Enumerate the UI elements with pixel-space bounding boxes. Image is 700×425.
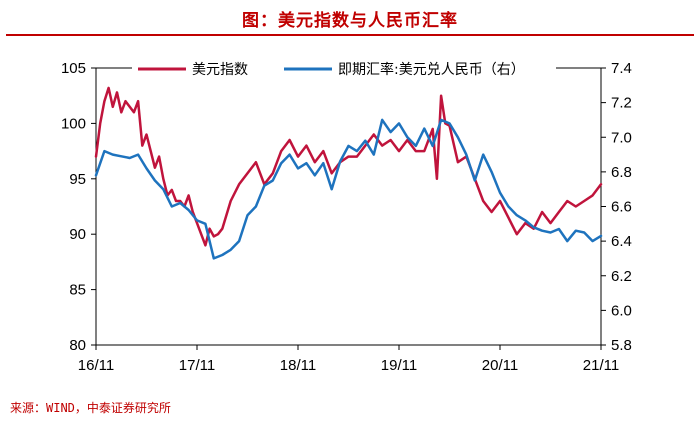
x-tick-label-0: 16/11: [78, 357, 114, 374]
legend-label-dxy: 美元指数: [192, 62, 248, 78]
x-tick-label-3: 19/11: [381, 357, 417, 374]
tick-layer: 80 85 90 95 100 105 5.8 6.0 6.2 6.4 6.6 6.8 7.0 7.2 7.…: [61, 60, 632, 374]
left-tick-label-1: 85: [69, 282, 86, 299]
series-line-dxy: [94, 86, 603, 247]
left-tick-label-3: 95: [69, 171, 86, 188]
line-chart: 80 85 90 95 100 105 5.8 6.0 6.2 6.4 6.6 6.8 7.0 7.2 7.…: [61, 58, 632, 374]
right-tick-label-2: 6.2: [611, 268, 632, 285]
right-tick-label-4: 6.6: [611, 199, 632, 216]
right-tick-label-7: 7.2: [611, 95, 632, 112]
right-tick-label-0: 5.8: [611, 337, 632, 354]
chart-area: 80 85 90 95 100 105 5.8 6.0 6.2 6.4 6.6 6.8 7.0 7.2 7.…: [0, 40, 700, 390]
title-underline: [6, 34, 694, 36]
left-tick-label-4: 100: [61, 115, 86, 132]
left-tick-label-2: 90: [69, 226, 86, 243]
left-tick-label-0: 80: [69, 337, 86, 354]
x-tick-label-2: 18/11: [280, 357, 316, 374]
x-tick-label-1: 17/11: [179, 357, 215, 374]
right-tick-label-8: 7.4: [611, 60, 632, 77]
chart-title: 图：美元指数与人民币汇率: [242, 11, 458, 31]
legend-background: [132, 58, 556, 80]
x-tick-label-4: 20/11: [482, 357, 518, 374]
right-tick-label-5: 6.8: [611, 164, 632, 181]
series-line-cny: [94, 118, 603, 260]
right-tick-label-1: 6.0: [611, 302, 632, 319]
legend: 美元指数 即期汇率:美元兑人民币（右）: [132, 58, 556, 80]
source-note: 来源：WIND，中泰证券研究所: [10, 401, 171, 415]
right-tick-label-6: 7.0: [611, 129, 632, 146]
right-tick-label-3: 6.4: [611, 233, 632, 250]
legend-label-cny: 即期汇率:美元兑人民币（右）: [338, 61, 525, 78]
left-tick-label-5: 105: [61, 60, 86, 77]
x-tick-label-5: 21/11: [583, 357, 619, 374]
series-layer: [94, 86, 603, 260]
